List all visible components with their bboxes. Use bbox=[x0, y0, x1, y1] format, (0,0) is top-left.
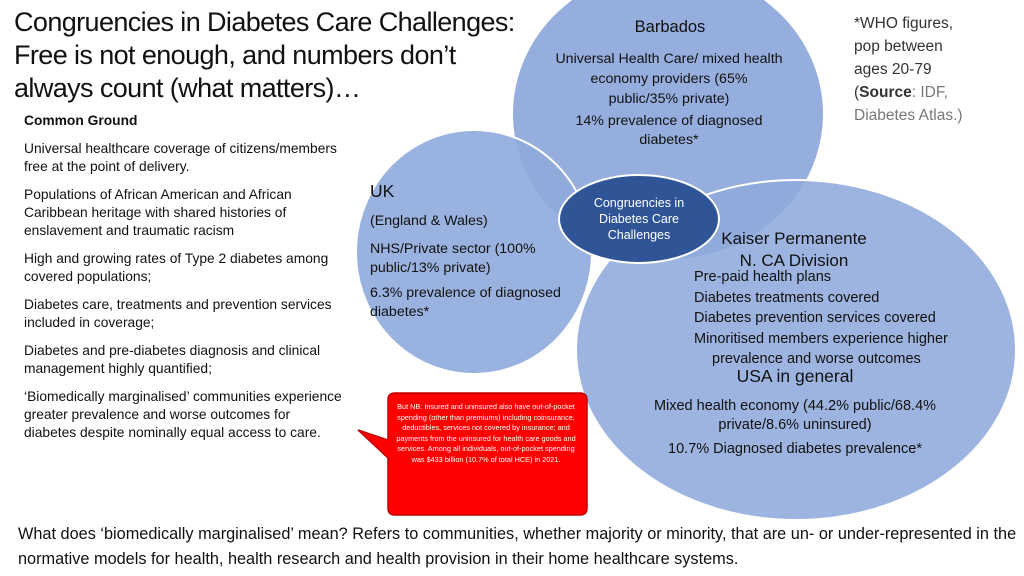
center-circle bbox=[558, 174, 720, 264]
barbados-prevalence: 14% prevalence of diagnosed diabetes* bbox=[575, 113, 763, 148]
kaiser-point: Pre-paid health plans bbox=[694, 269, 832, 285]
who-note-line: *WHO figures, bbox=[854, 15, 954, 32]
kaiser-title: Kaiser Permanente N. CA Division bbox=[710, 228, 878, 272]
kaiser-points: Pre-paid health plans Diabetes treatment… bbox=[694, 267, 994, 370]
barbados-system: Universal Health Care/ mixed health econ… bbox=[555, 51, 783, 107]
kaiser-point: Diabetes prevention services covered bbox=[694, 310, 936, 326]
usa-title: USA in general bbox=[736, 366, 854, 386]
common-ground-point: Universal healthcare coverage of citizen… bbox=[24, 141, 337, 174]
title-line-1: Congruencies in Diabetes Care Challenges… bbox=[14, 7, 515, 37]
slide-title: Congruencies in Diabetes Care Challenges… bbox=[14, 6, 534, 105]
who-note-line: pop between bbox=[854, 38, 943, 55]
uk-region: (England & Wales) bbox=[370, 213, 488, 229]
common-ground-point: ‘Biomedically marginalised’ communities … bbox=[24, 389, 342, 440]
center-label: Congruencies in Diabetes Care Challenges bbox=[593, 196, 685, 242]
uk-prevalence: 6.3% prevalence of diagnosed diabetes* bbox=[370, 285, 561, 320]
source-label: Source bbox=[859, 84, 912, 101]
common-ground-heading: Common Ground bbox=[24, 113, 138, 128]
kaiser-point: Diabetes treatments covered bbox=[694, 289, 880, 306]
uk-title: UK bbox=[370, 181, 395, 201]
common-ground-point: Populations of African American and Afri… bbox=[24, 187, 292, 238]
who-note-source: (Source: IDF, bbox=[854, 81, 1024, 104]
usa-circle bbox=[575, 179, 1017, 521]
title-line-2: Free is not enough, and numbers don’t bbox=[14, 40, 456, 70]
kaiser-point-continued: prevalence and worse outcomes bbox=[712, 351, 921, 367]
callout-text: But NB: Insured and uninsured also have … bbox=[396, 402, 576, 464]
usa-system: Mixed health economy (44.2% public/68.4%… bbox=[653, 398, 937, 433]
title-line-3: always count (what matters)… bbox=[14, 73, 361, 103]
callout-bubble bbox=[357, 392, 588, 516]
barbados-title: Barbados bbox=[634, 18, 706, 36]
paren: ( bbox=[854, 84, 860, 101]
kaiser-point: Minoritised members experience higher bbox=[694, 330, 948, 347]
who-note-line: Diabetes Atlas.) bbox=[854, 107, 963, 124]
who-note: *WHO figures, pop between ages 20-79 (So… bbox=[854, 12, 1024, 127]
common-ground-point: Diabetes care, treatments and prevention… bbox=[24, 297, 332, 330]
kaiser-title-line: N. CA Division bbox=[739, 251, 849, 270]
kaiser-title-line: Kaiser Permanente bbox=[721, 229, 867, 248]
bottom-definition: What does ‘biomedically marginalised’ me… bbox=[18, 525, 1017, 568]
common-ground-point: High and growing rates of Type 2 diabete… bbox=[24, 251, 329, 284]
common-ground-panel: Common Ground Universal healthcare cover… bbox=[24, 112, 342, 452]
source-rest: : IDF, bbox=[911, 84, 948, 101]
uk-system: NHS/Private sector (100% public/13% priv… bbox=[370, 241, 536, 276]
usa-prevalence: 10.7% Diagnosed diabetes prevalence* bbox=[668, 441, 922, 457]
who-note-line: ages 20-79 bbox=[854, 61, 932, 78]
common-ground-point: Diabetes and pre-diabetes diagnosis and … bbox=[24, 343, 321, 376]
